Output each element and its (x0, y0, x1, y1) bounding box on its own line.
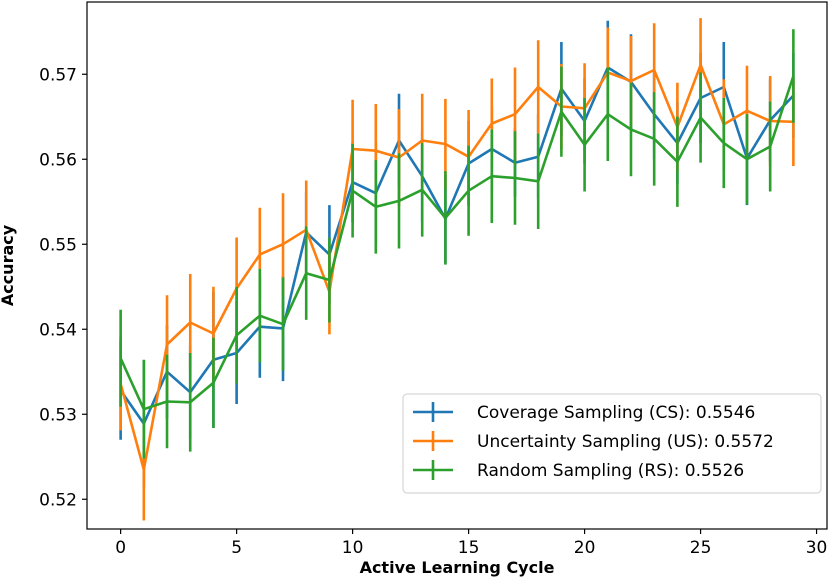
legend-box (402, 393, 822, 494)
y-axis: 0.52 0.53 0.54 0.55 0.56 0.57 (39, 65, 87, 510)
x-tick-label: 15 (458, 538, 480, 558)
y-tick-label: 0.55 (39, 235, 77, 255)
x-tick-label: 25 (690, 538, 712, 558)
x-tick-label: 20 (574, 538, 596, 558)
y-tick-label: 0.54 (39, 320, 77, 340)
series-3 (119, 29, 795, 459)
series-line (119, 63, 794, 471)
plot-frame (86, 1, 828, 530)
x-tick-label: 30 (806, 538, 828, 558)
y-tick-label: 0.56 (39, 150, 77, 170)
x-axis: 0 5 10 15 20 25 30 (115, 529, 827, 558)
series-line (119, 66, 795, 425)
y-tick-label: 0.53 (39, 405, 77, 425)
legend-label: Random Sampling (RS): 0.5526 (477, 461, 744, 481)
legend-label: Coverage Sampling (CS): 0.5546 (477, 403, 755, 423)
y-tick-label: 0.52 (39, 490, 77, 510)
x-tick-label: 5 (231, 538, 242, 558)
series-layer (119, 18, 795, 521)
legend-label: Uncertainty Sampling (US): 0.5572 (477, 432, 774, 452)
x-axis-label: Active Learning Cycle (360, 558, 555, 577)
legend: Coverage Sampling (CS): 0.5546 Uncertaint… (402, 393, 822, 494)
series-line (119, 75, 795, 411)
x-tick-label: 0 (115, 538, 126, 558)
x-tick-label: 10 (342, 538, 364, 558)
y-tick-label: 0.57 (39, 65, 77, 85)
y-axis-label: Accuracy (0, 224, 17, 306)
